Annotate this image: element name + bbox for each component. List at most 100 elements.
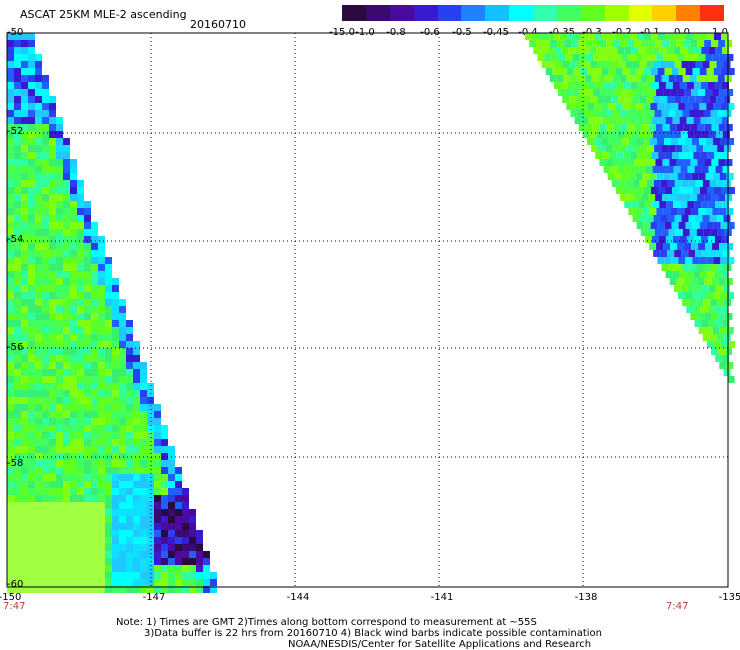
swath-cell xyxy=(696,75,704,82)
swath-cell xyxy=(680,285,688,292)
swath-cell xyxy=(579,89,587,96)
swath-cell xyxy=(21,131,28,138)
swath-cell xyxy=(7,327,14,334)
swath-cell xyxy=(42,75,49,82)
swath-cell xyxy=(694,166,702,173)
swath-cell xyxy=(644,82,652,89)
swath-cell xyxy=(70,250,77,257)
swath-cell xyxy=(98,481,105,488)
swath-cell xyxy=(670,89,678,96)
lat-label-58: -58 xyxy=(7,458,24,469)
swath-cell xyxy=(7,509,14,516)
swath-cell xyxy=(35,68,42,75)
swath-cell xyxy=(684,89,692,96)
swath-cell xyxy=(7,145,14,152)
swath-cell xyxy=(119,565,126,572)
swath-cell xyxy=(161,523,168,530)
swath-cell xyxy=(168,488,175,495)
swath-cell xyxy=(35,376,42,383)
swath-cell xyxy=(28,40,35,47)
swath-cell xyxy=(28,565,35,572)
swath-cell xyxy=(555,61,563,68)
swath-cell xyxy=(105,509,112,516)
swath-cell xyxy=(701,166,709,173)
swath-cell xyxy=(7,236,14,243)
swath-cell xyxy=(140,579,147,586)
swath-cell xyxy=(35,131,42,138)
swath-cell xyxy=(717,299,725,306)
swath-cell xyxy=(7,348,14,355)
swath-cell xyxy=(42,138,49,145)
swath-cell xyxy=(119,320,126,327)
swath-cell xyxy=(593,89,601,96)
swath-cell xyxy=(649,243,657,250)
swath-cell xyxy=(119,299,126,306)
swath-cell xyxy=(49,236,56,243)
swath-cell xyxy=(712,54,720,61)
swath-cell xyxy=(14,544,21,551)
swath-cell xyxy=(577,110,585,117)
swath-cell xyxy=(84,537,91,544)
swath-cell xyxy=(147,565,154,572)
swath-cell xyxy=(112,460,119,467)
swath-cell xyxy=(21,488,28,495)
swath-cell xyxy=(14,418,21,425)
swath-cell xyxy=(7,530,14,537)
swath-cell xyxy=(21,467,28,474)
swath-cell xyxy=(612,110,620,117)
swath-cell xyxy=(713,222,721,229)
swath-cell xyxy=(56,166,63,173)
swath-cell xyxy=(699,103,707,110)
swath-cell xyxy=(91,551,98,558)
swath-cell xyxy=(676,40,684,47)
swath-cell xyxy=(42,572,49,579)
swath-cell xyxy=(21,362,28,369)
swath-cell xyxy=(683,194,691,201)
swath-cell xyxy=(70,229,77,236)
swath-cell xyxy=(14,285,21,292)
swath-cell xyxy=(147,453,154,460)
swath-cell xyxy=(670,208,678,215)
swath-cell xyxy=(14,355,21,362)
swath-cell xyxy=(49,551,56,558)
swath-cell xyxy=(63,390,70,397)
swath-cell xyxy=(49,117,56,124)
swath-cell xyxy=(28,495,35,502)
swath-cell xyxy=(696,229,704,236)
swath-cell xyxy=(126,530,133,537)
swath-cell xyxy=(63,334,70,341)
swath-cell xyxy=(632,215,640,222)
swath-cell xyxy=(42,467,49,474)
swath-cell xyxy=(14,75,21,82)
swath-cell xyxy=(77,488,84,495)
swath-cell xyxy=(175,551,182,558)
swath-cell xyxy=(21,425,28,432)
swath-cell xyxy=(561,47,569,54)
swath-cell xyxy=(49,159,56,166)
swath-cell xyxy=(70,495,77,502)
swath-cell xyxy=(643,187,651,194)
swath-cell xyxy=(126,355,133,362)
swath-cell xyxy=(49,397,56,404)
swath-cell xyxy=(49,537,56,544)
swath-cell xyxy=(98,376,105,383)
swath-cell xyxy=(42,355,49,362)
swath-cell xyxy=(7,271,14,278)
swath-cell xyxy=(91,243,98,250)
swath-cell xyxy=(70,236,77,243)
swath-cell xyxy=(702,180,710,187)
swath-cell xyxy=(84,425,91,432)
swath-cell xyxy=(21,173,28,180)
swath-cell xyxy=(623,117,631,124)
swath-cell xyxy=(588,117,596,124)
swath-cell xyxy=(49,110,56,117)
swath-cell xyxy=(35,446,42,453)
swath-cell xyxy=(84,516,91,523)
swath-cell xyxy=(693,82,701,89)
swath-cell xyxy=(84,257,91,264)
swath-cell xyxy=(704,124,712,131)
swath-cell xyxy=(726,362,734,369)
swath-cell xyxy=(126,502,133,509)
swath-cell xyxy=(42,383,49,390)
swath-cell xyxy=(77,215,84,222)
